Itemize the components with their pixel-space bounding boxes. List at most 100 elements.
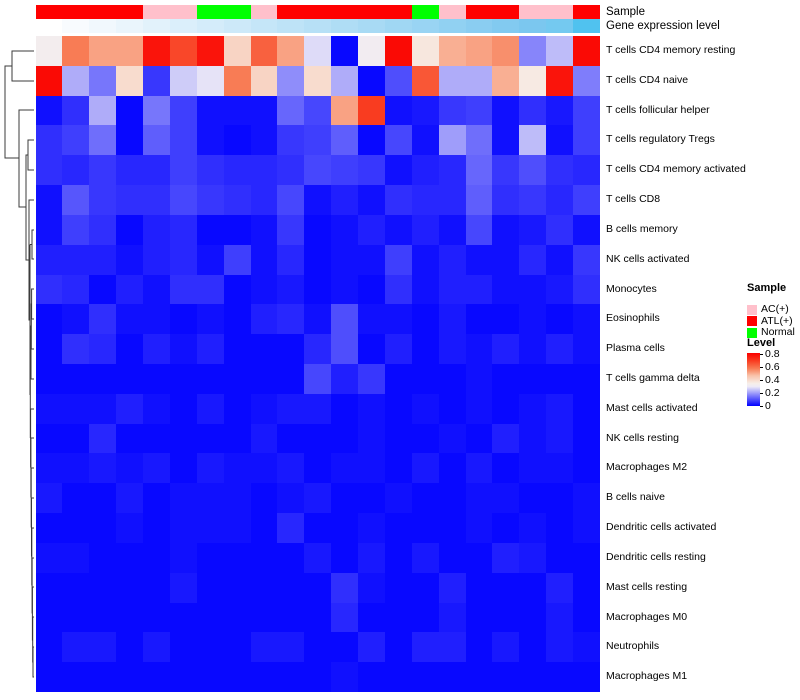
row-label: Monocytes (606, 282, 657, 295)
heatmap-cell (89, 95, 117, 126)
heatmap-cell (438, 393, 466, 424)
heatmap-cell (35, 155, 63, 186)
heatmap-cell (223, 364, 251, 394)
heatmap-cell (465, 602, 493, 633)
heatmap-cell (358, 483, 385, 514)
heatmap-cell (438, 453, 466, 484)
heatmap-cell (196, 214, 224, 245)
heatmap-cell (546, 393, 574, 424)
heatmap-cell (250, 65, 278, 96)
heatmap-cell (573, 542, 600, 573)
legend-sample-title: Sample (747, 282, 787, 294)
heatmap-cell (116, 602, 144, 633)
heatmap-cell (169, 274, 197, 305)
heatmap-cell (465, 334, 493, 364)
heatmap-cell (250, 95, 278, 126)
heatmap-cell (384, 36, 412, 66)
heatmap-cell (304, 423, 332, 454)
heatmap-cell (358, 632, 385, 663)
heatmap-cell (35, 244, 63, 275)
sample-annotation-cell (358, 5, 385, 19)
heatmap-cell (304, 155, 332, 186)
heatmap-cell (196, 572, 224, 603)
row-labels: T cells CD4 memory resting T cells CD4 na… (606, 36, 796, 692)
heatmap-cell (196, 274, 224, 305)
heatmap-cell (384, 334, 412, 364)
heatmap-cell (116, 125, 144, 156)
heatmap-cell (465, 185, 493, 215)
heatmap-cell (358, 65, 385, 96)
heatmap-cell (35, 334, 63, 364)
heatmap-cell (573, 513, 600, 543)
annotation-label-sample: Sample (606, 6, 645, 18)
heatmap-cell (411, 155, 439, 186)
sample-annotation-cell (546, 5, 574, 19)
legend-level-title: Level (747, 337, 776, 349)
heatmap-cell (411, 214, 439, 245)
heatmap-cell (331, 364, 359, 394)
row-label: Eosinophils (606, 312, 660, 325)
heatmap-cell (169, 453, 197, 484)
heatmap-cell (169, 334, 197, 364)
heatmap-cell (384, 662, 412, 692)
heatmap-cell (358, 453, 385, 484)
row-label: T cells CD4 naive (606, 73, 689, 86)
heatmap-cell (196, 36, 224, 66)
dendrogram-branch (27, 139, 34, 171)
heatmap-cell (331, 572, 359, 603)
heatmap-cell (384, 244, 412, 275)
row-label: Macrophages M2 (606, 461, 688, 474)
heatmap-cell (169, 95, 197, 126)
heatmap-cell (277, 513, 305, 543)
heatmap-cell (411, 95, 439, 126)
heatmap-cell (143, 95, 170, 126)
row-label: B cells naive (606, 491, 665, 504)
heatmap-cell (384, 423, 412, 454)
heatmap-cell (492, 662, 520, 692)
heatmap-cell (35, 36, 63, 66)
heatmap-cell (358, 393, 385, 424)
heatmap-cell (116, 155, 144, 186)
heatmap-cell (331, 244, 359, 275)
heatmap-cell (411, 244, 439, 275)
heatmap-cell (89, 602, 117, 633)
heatmap-cell (546, 572, 574, 603)
heatmap-cell (89, 36, 117, 66)
heatmap-cell (546, 155, 574, 186)
heatmap-cell (62, 364, 90, 394)
heatmap-cell (89, 572, 117, 603)
heatmap-cell (492, 274, 520, 305)
heatmap-cell (250, 483, 278, 514)
heatmap-cell (169, 304, 197, 335)
heatmap-cell (116, 214, 144, 245)
sample-annotation-cell (331, 5, 359, 19)
heatmap-cell (116, 662, 144, 692)
heatmap-cell (358, 542, 385, 573)
sample-annotation-cell (384, 5, 412, 19)
heatmap-cell (411, 65, 439, 96)
heatmap-cell (143, 513, 170, 543)
heatmap-cell (116, 244, 144, 275)
row-label: Dendritic cells resting (606, 550, 706, 563)
heatmap-cell (331, 393, 359, 424)
heatmap-cell (519, 513, 547, 543)
heatmap-cell (438, 185, 466, 215)
heatmap-cell (196, 95, 224, 126)
heatmap-cell (35, 572, 63, 603)
heatmap-cell (169, 423, 197, 454)
heatmap-cell (546, 632, 574, 663)
gene-expression-annotation-cell (35, 19, 63, 33)
heatmap-cell (196, 393, 224, 424)
heatmap-cell (465, 393, 493, 424)
heatmap-cell (250, 453, 278, 484)
heatmap-cell (62, 95, 90, 126)
heatmap-cell (519, 155, 547, 186)
heatmap-cell (492, 572, 520, 603)
heatmap-cell (143, 364, 170, 394)
heatmap-cell (573, 423, 600, 454)
heatmap-cell (519, 602, 547, 633)
row-label: Plasma cells (606, 342, 665, 355)
heatmap-cell (304, 274, 332, 305)
heatmap-cell (89, 304, 117, 335)
